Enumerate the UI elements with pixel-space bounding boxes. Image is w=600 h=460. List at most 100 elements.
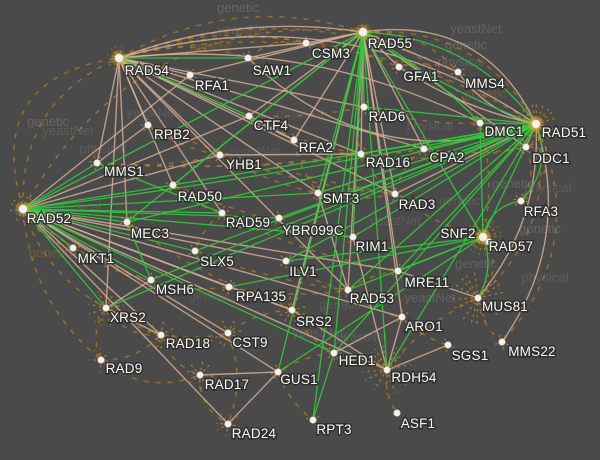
node-MUS81[interactable] <box>474 294 482 302</box>
node-SAW1[interactable] <box>244 54 252 62</box>
watermark-text: physical <box>277 106 324 121</box>
edge <box>293 31 364 141</box>
node-SRS2[interactable] <box>288 306 296 314</box>
node-ILV1[interactable] <box>282 257 290 265</box>
node-ASF1[interactable] <box>393 409 401 417</box>
node-DDC1[interactable] <box>522 143 530 151</box>
node-RAD55[interactable] <box>358 27 368 37</box>
edge-burst-ray <box>363 369 383 373</box>
node-RAD3[interactable] <box>391 190 399 198</box>
node-RPT3[interactable] <box>309 416 317 424</box>
node-MRE11[interactable] <box>394 267 402 275</box>
edge-burst-ray <box>74 240 78 244</box>
node-RAD53[interactable] <box>344 286 352 294</box>
node-RIM1[interactable] <box>349 233 357 241</box>
edge-burst-ray <box>183 75 186 78</box>
node-label-RAD24: RAD24 <box>232 426 277 441</box>
node-XRS2[interactable] <box>102 304 110 312</box>
node-YHB1[interactable] <box>216 151 224 159</box>
node-RAD9[interactable] <box>97 356 105 364</box>
node-label-SAW1: SAW1 <box>253 63 292 78</box>
edge-burst-ray <box>196 255 199 259</box>
node-ARO1[interactable] <box>398 313 406 321</box>
edge-burst-ray <box>105 360 113 363</box>
node-MKT1[interactable] <box>69 244 77 252</box>
node-SGS1[interactable] <box>444 341 452 349</box>
node-RFA2[interactable] <box>290 136 298 144</box>
node-RAD57[interactable] <box>485 238 493 246</box>
edge-burst-ray <box>344 294 348 299</box>
edge-burst-ray <box>389 267 394 270</box>
edge-burst-ray <box>316 197 319 204</box>
node-DMC1[interactable] <box>476 119 484 127</box>
edge <box>22 208 287 262</box>
node-MMS4[interactable] <box>454 68 462 76</box>
edge-burst-ray <box>282 368 286 371</box>
edge <box>96 162 223 214</box>
edge <box>386 297 479 371</box>
node-RDH54[interactable] <box>383 366 391 374</box>
edge <box>520 146 532 202</box>
node-RAD6[interactable] <box>360 103 368 111</box>
node-RAD50[interactable] <box>169 181 177 189</box>
node-GUS1[interactable] <box>274 368 282 376</box>
edge <box>501 123 550 343</box>
node-CST9[interactable] <box>224 329 232 337</box>
node-HED1[interactable] <box>330 349 338 357</box>
edge-burst-ray <box>229 320 236 329</box>
node-RAD18[interactable] <box>157 331 165 339</box>
edge-burst-ray <box>223 205 226 209</box>
node-MEC3[interactable] <box>123 218 131 226</box>
node-label-MSH6: MSH6 <box>156 282 194 297</box>
node-label-ARO1: ARO1 <box>405 319 443 334</box>
node-SNF2[interactable] <box>478 232 488 242</box>
edge-burst-ray <box>476 302 479 325</box>
node-YBR099C[interactable] <box>275 214 283 222</box>
edge-burst-ray <box>110 298 122 307</box>
node-RAD51[interactable] <box>531 119 541 129</box>
edge-burst-ray <box>221 320 227 329</box>
edge-burst-ray <box>202 362 212 372</box>
edge-burst-ray <box>202 378 209 389</box>
edge-burst-ray <box>213 158 218 164</box>
edge-burst-ray <box>217 145 220 151</box>
edge-burst-ray <box>252 119 255 122</box>
node-RAD52[interactable] <box>18 204 28 214</box>
edge <box>118 57 250 117</box>
edge-burst-ray <box>65 243 70 246</box>
node-RAD59[interactable] <box>218 209 226 217</box>
edge-burst-ray <box>356 240 360 244</box>
node-GFA1[interactable] <box>395 63 403 71</box>
node-RAD16[interactable] <box>357 150 365 158</box>
node-CTF4[interactable] <box>245 112 253 120</box>
node-CSM3[interactable] <box>302 39 310 47</box>
node-RAD17[interactable] <box>196 371 204 379</box>
edge-burst-ray <box>326 345 332 350</box>
edge <box>22 208 354 238</box>
edge-burst-ray <box>87 164 93 168</box>
node-MMS22[interactable] <box>498 338 506 346</box>
node-SLX5[interactable] <box>191 247 199 255</box>
node-label-RAD6: RAD6 <box>369 109 406 124</box>
edge-burst-ray <box>399 195 404 198</box>
node-CPA2[interactable] <box>420 145 428 153</box>
edge-burst-ray <box>275 364 278 368</box>
node-RPB2[interactable] <box>144 121 152 129</box>
node-RAD54[interactable] <box>114 53 124 63</box>
node-MMS1[interactable] <box>93 159 101 167</box>
edge <box>477 297 503 343</box>
edge <box>385 369 398 414</box>
edge <box>100 334 162 361</box>
node-RPA135[interactable] <box>225 283 233 291</box>
node-SMT3[interactable] <box>314 189 322 197</box>
node-MSH6[interactable] <box>147 276 155 284</box>
node-RFA3[interactable] <box>517 197 525 205</box>
edge <box>118 35 537 125</box>
edge-burst-ray <box>347 240 351 244</box>
node-label-RDH54: RDH54 <box>391 370 437 385</box>
node-RFA1[interactable] <box>186 71 194 79</box>
edge-burst-ray <box>129 215 133 219</box>
edge-burst-ray <box>222 278 227 284</box>
edge-burst-ray <box>224 151 230 155</box>
node-RAD24[interactable] <box>224 420 232 428</box>
